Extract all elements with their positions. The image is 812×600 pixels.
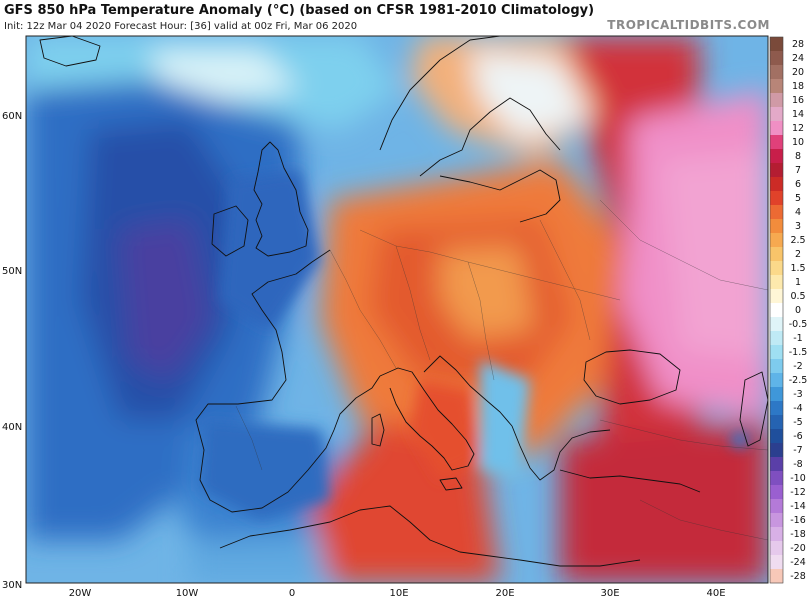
colorbar-label: 0.5: [790, 291, 805, 302]
colorbar-label: -28: [790, 571, 806, 582]
colorbar-swatch: [770, 541, 783, 556]
colorbar-swatch: [770, 233, 783, 248]
colorbar-label: 2.5: [790, 235, 805, 246]
colorbar-swatch: [770, 79, 783, 94]
colorbar-label: -4: [793, 403, 802, 414]
lat-label-50n: 50N: [2, 266, 22, 277]
colorbar-label: 1.5: [790, 263, 805, 274]
colorbar-swatch: [770, 135, 783, 150]
colorbar-label: -14: [790, 501, 806, 512]
colorbar-label: -18: [790, 529, 806, 540]
colorbar-legend: 28 24 20 18 16 14 12 10 8 7 6 5 4 3 2.5 2 1.5 1 0.5 0 -0.5 -1…: [769, 36, 808, 584]
colorbar-label: -2.5: [789, 375, 808, 386]
colorbar-label: -0.5: [789, 319, 808, 330]
colorbar-label: 20: [792, 67, 804, 78]
colorbar-swatch: [770, 219, 783, 234]
colorbar-swatch: [770, 93, 783, 108]
colorbar-border: [769, 36, 784, 584]
colorbar-label: -1.5: [789, 347, 808, 358]
lon-label-20e: 20E: [495, 588, 514, 599]
colorbar-label: 24: [792, 53, 804, 64]
colorbar-swatch: [770, 331, 783, 346]
map-field: [26, 36, 768, 583]
colorbar-swatch: [770, 569, 783, 584]
colorbar-label: -5: [793, 417, 802, 428]
lon-label-10w: 10W: [176, 588, 199, 599]
brand-label: TROPICALTIDBITS.COM: [607, 18, 770, 32]
colorbar-swatch: [770, 359, 783, 374]
colorbar-swatch: [770, 275, 783, 290]
colorbar-swatch: [770, 457, 783, 472]
colorbar-label: -12: [790, 487, 806, 498]
colorbar-swatch: [770, 317, 783, 332]
colorbar-label: 7: [795, 165, 801, 176]
colorbar-swatch: [770, 429, 783, 444]
colorbar-swatch: [770, 289, 783, 304]
colorbar-swatch: [770, 37, 783, 52]
colorbar-swatch: [770, 555, 783, 570]
map-title: GFS 850 hPa Temperature Anomaly (°C) (ba…: [4, 3, 595, 18]
colorbar-label: 4: [795, 207, 801, 218]
colorbar-label: 12: [792, 123, 804, 134]
colorbar-label: 0: [795, 305, 801, 316]
lon-label-20w: 20W: [69, 588, 92, 599]
colorbar-swatch: [770, 51, 783, 66]
colorbar-swatch: [770, 107, 783, 122]
colorbar-label: -10: [790, 473, 806, 484]
longitude-labels: 20W 10W 0 10E 20E 30E 40E: [69, 588, 726, 599]
colorbar-label: 8: [795, 151, 801, 162]
colorbar-swatch: [770, 527, 783, 542]
colorbar-swatch: [770, 149, 783, 164]
colorbar-label: 28: [792, 39, 804, 50]
colorbar-swatch: [770, 373, 783, 388]
lat-label-60n: 60N: [2, 111, 22, 122]
map-subtitle: Init: 12z Mar 04 2020 Forecast Hour: [36…: [4, 21, 358, 32]
colorbar-label: -1: [793, 333, 802, 344]
colorbar-swatch: [770, 191, 783, 206]
colorbar-swatch: [770, 205, 783, 220]
colorbar-swatch: [770, 163, 783, 178]
lon-label-0: 0: [289, 588, 295, 599]
colorbar-swatch: [770, 65, 783, 80]
colorbar-swatch: [770, 177, 783, 192]
colorbar-swatch: [770, 303, 783, 318]
colorbar-label: -16: [790, 515, 806, 526]
colorbar-label: 3: [795, 221, 801, 232]
colorbar-label: -24: [790, 557, 806, 568]
colorbar-label: -6: [793, 431, 802, 442]
colorbar-label: 2: [795, 249, 801, 260]
colorbar-swatch: [770, 261, 783, 276]
latitude-labels: 60N 50N 40N 30N: [2, 111, 22, 591]
lon-label-40e: 40E: [706, 588, 725, 599]
lon-label-30e: 30E: [600, 588, 619, 599]
colorbar-swatch: [770, 345, 783, 360]
colorbar-swatch: [770, 443, 783, 458]
colorbar-label: -20: [790, 543, 806, 554]
colorbar-swatch: [770, 387, 783, 402]
lon-label-10e: 10E: [389, 588, 408, 599]
header: GFS 850 hPa Temperature Anomaly (°C) (ba…: [0, 0, 812, 36]
colorbar-label: -7: [793, 445, 802, 456]
colorbar-label: -8: [793, 459, 802, 470]
colorbar-label: 16: [792, 95, 804, 106]
colorbar-label: 1: [795, 277, 801, 288]
colorbar-swatch: [770, 415, 783, 430]
colorbar-label: 18: [792, 81, 804, 92]
colorbar-swatch: [770, 485, 783, 500]
colorbar-label: 10: [792, 137, 804, 148]
lat-label-40n: 40N: [2, 422, 22, 433]
lat-label-30n: 30N: [2, 580, 22, 591]
colorbar-label: 5: [795, 193, 801, 204]
colorbar-label: 14: [792, 109, 804, 120]
colorbar-swatch: [770, 499, 783, 514]
colorbar-label: -2: [793, 361, 802, 372]
colorbar-swatch: [770, 401, 783, 416]
colorbar-swatch: [770, 247, 783, 262]
colorbar-swatch: [770, 513, 783, 528]
colorbar-swatch: [770, 121, 783, 136]
colorbar-label: 6: [795, 179, 801, 190]
colorbar-label: -3: [793, 389, 802, 400]
colorbar-swatch: [770, 471, 783, 486]
